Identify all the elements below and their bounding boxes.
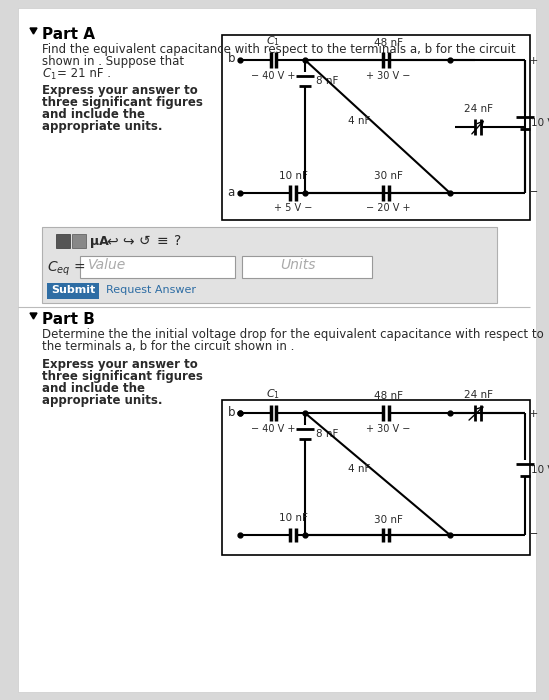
Polygon shape: [30, 28, 37, 34]
Text: = 21 nF .: = 21 nF .: [57, 67, 111, 80]
Text: 10 nF: 10 nF: [278, 171, 307, 181]
Text: Determine the the initial voltage drop for the equivalent capacitance with respe: Determine the the initial voltage drop f…: [42, 328, 544, 341]
Polygon shape: [30, 313, 37, 319]
Text: ↩: ↩: [106, 234, 118, 248]
Text: 8 nF: 8 nF: [316, 429, 338, 439]
Text: $C_1$: $C_1$: [266, 387, 280, 401]
Text: 10 nF: 10 nF: [278, 513, 307, 523]
Text: shown in . Suppose that: shown in . Suppose that: [42, 55, 184, 68]
Bar: [42, 227, 497, 303]
Text: − 20 V +: − 20 V +: [366, 203, 410, 213]
Text: ↺: ↺: [138, 234, 150, 248]
Bar: [80, 256, 235, 278]
Text: and include the: and include the: [42, 382, 145, 395]
Text: ≡: ≡: [156, 234, 168, 248]
Text: +: +: [529, 409, 539, 419]
Bar: [56, 234, 70, 248]
Text: 30 nF: 30 nF: [373, 515, 402, 525]
Text: three significant figures: three significant figures: [42, 370, 203, 383]
Text: ?: ?: [175, 234, 182, 248]
Text: 30 nF: 30 nF: [373, 171, 402, 181]
Text: $C_1$: $C_1$: [42, 67, 57, 82]
Text: $C_{eq}$ =: $C_{eq}$ =: [47, 260, 86, 279]
Text: 48 nF: 48 nF: [373, 391, 402, 401]
Bar: [47, 283, 99, 299]
Text: Request Answer: Request Answer: [106, 285, 196, 295]
Text: μA: μA: [90, 234, 109, 248]
Text: + 30 V −: + 30 V −: [366, 424, 410, 434]
Text: 8 nF: 8 nF: [316, 76, 338, 86]
Text: Express your answer to: Express your answer to: [42, 358, 198, 371]
Bar: [242, 256, 372, 278]
Text: appropriate units.: appropriate units.: [42, 120, 163, 133]
Bar: [72, 234, 86, 248]
Text: 10 V: 10 V: [531, 465, 549, 475]
Text: − 40 V +: − 40 V +: [251, 71, 295, 81]
Text: $C_1$: $C_1$: [266, 34, 280, 48]
Text: 48 nF: 48 nF: [373, 38, 402, 48]
Text: + 30 V −: + 30 V −: [366, 71, 410, 81]
Bar: [222, 35, 530, 220]
Text: − 40 V +: − 40 V +: [251, 424, 295, 434]
Text: Value: Value: [88, 258, 126, 272]
Text: Part B: Part B: [42, 312, 95, 327]
Text: the terminals a, b for the circuit shown in .: the terminals a, b for the circuit shown…: [42, 340, 294, 353]
Text: three significant figures: three significant figures: [42, 96, 203, 109]
Text: b: b: [227, 405, 235, 419]
Text: Units: Units: [280, 258, 316, 272]
Text: ↪: ↪: [122, 234, 134, 248]
Text: +: +: [529, 56, 539, 66]
Text: appropriate units.: appropriate units.: [42, 394, 163, 407]
Text: −: −: [529, 529, 539, 539]
Text: 4 nF: 4 nF: [348, 464, 371, 474]
Text: −: −: [529, 187, 539, 197]
Text: a: a: [228, 186, 235, 199]
Text: 24 nF: 24 nF: [463, 390, 492, 400]
Bar: [222, 400, 530, 555]
Text: Submit: Submit: [51, 285, 95, 295]
Text: b: b: [227, 52, 235, 66]
Text: + 5 V −: + 5 V −: [274, 203, 312, 213]
Text: Find the equivalent capacitance with respect to the terminals a, b for the circu: Find the equivalent capacitance with res…: [42, 43, 516, 56]
Text: Express your answer to: Express your answer to: [42, 84, 198, 97]
Text: and include the: and include the: [42, 108, 145, 121]
Text: 4 nF: 4 nF: [348, 116, 371, 127]
Text: 10 V: 10 V: [531, 118, 549, 127]
Text: Part A: Part A: [42, 27, 95, 42]
Text: 24 nF: 24 nF: [463, 104, 492, 114]
